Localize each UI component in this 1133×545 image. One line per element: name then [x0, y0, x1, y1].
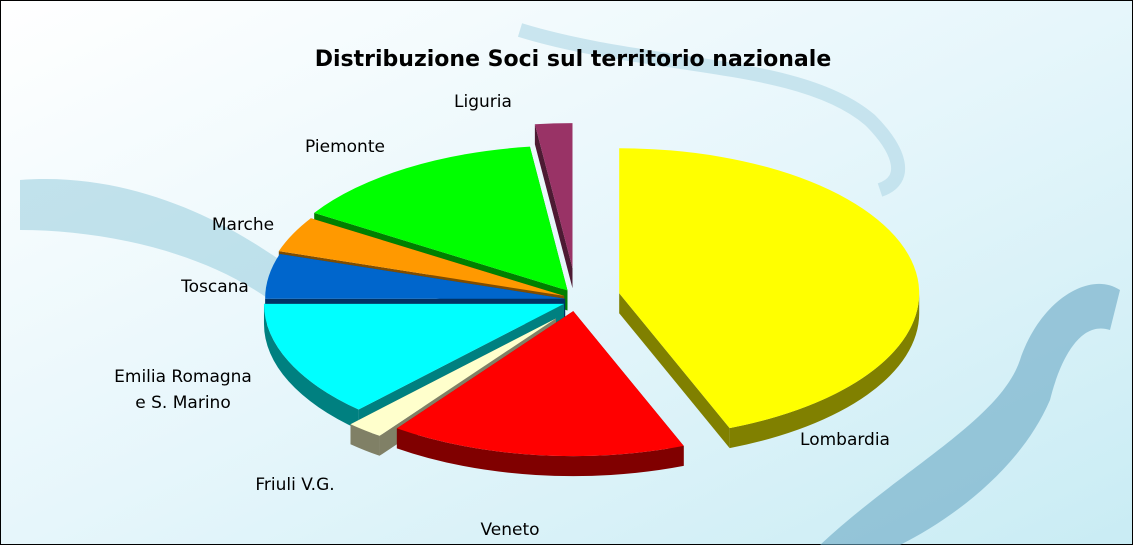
slice-label: Toscana	[125, 274, 305, 300]
slice-label: Liguria	[393, 89, 573, 115]
slice-label: Friuli V.G.	[205, 472, 385, 498]
slice-label: Veneto	[420, 517, 600, 543]
slice-label: Piemonte	[255, 134, 435, 160]
slice-label: Marche	[153, 212, 333, 238]
chart-canvas: Distribuzione Soci sul territorio nazion…	[0, 0, 1133, 545]
slice-label: Emilia Romagna e S. Marino	[108, 364, 258, 416]
chart: Distribuzione Soci sul territorio nazion…	[0, 0, 1133, 545]
chart-title: Distribuzione Soci sul territorio nazion…	[315, 47, 831, 72]
slice-label: Lombardia	[755, 427, 935, 453]
